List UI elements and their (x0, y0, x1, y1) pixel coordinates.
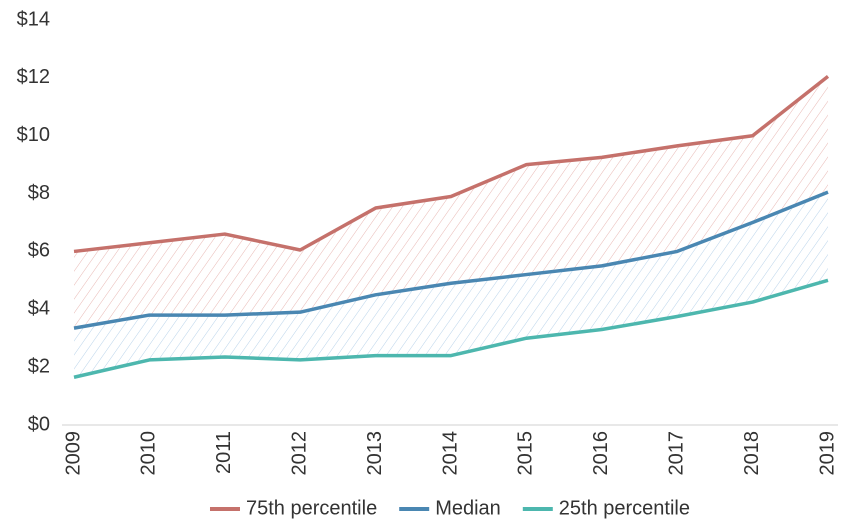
x-tick-label: 2012 (288, 431, 310, 476)
y-tick-label: $14 (17, 8, 50, 30)
y-tick-label: $6 (28, 240, 50, 262)
series-line (73, 190, 829, 330)
legend-label: Median (435, 497, 501, 519)
x-tick-label: 2018 (741, 431, 763, 476)
y-tick-label: $12 (17, 66, 50, 88)
series-line (73, 75, 830, 254)
x-tick-label: 2015 (515, 431, 537, 476)
x-tick-label: 2011 (213, 431, 235, 474)
x-tick-label: 2009 (62, 431, 84, 476)
x-tick-label: 2013 (364, 431, 386, 476)
x-tick-label: 2010 (138, 431, 160, 476)
y-tick-label: $0 (28, 413, 50, 435)
y-tick-label: $2 (28, 355, 50, 377)
x-tick-label: 2016 (590, 431, 612, 476)
x-tick-label: 2014 (439, 431, 461, 476)
band-fill (74, 76, 828, 329)
y-tick-label: $10 (17, 124, 50, 146)
x-tick-label: 2017 (665, 431, 687, 476)
x-tick-label: 2019 (816, 431, 838, 476)
y-tick-label: $8 (28, 182, 50, 204)
legend-label: 75th percentile (246, 497, 377, 519)
y-tick-label: $4 (28, 298, 50, 320)
series-line (73, 278, 829, 379)
legend-label: 25th percentile (559, 497, 690, 519)
